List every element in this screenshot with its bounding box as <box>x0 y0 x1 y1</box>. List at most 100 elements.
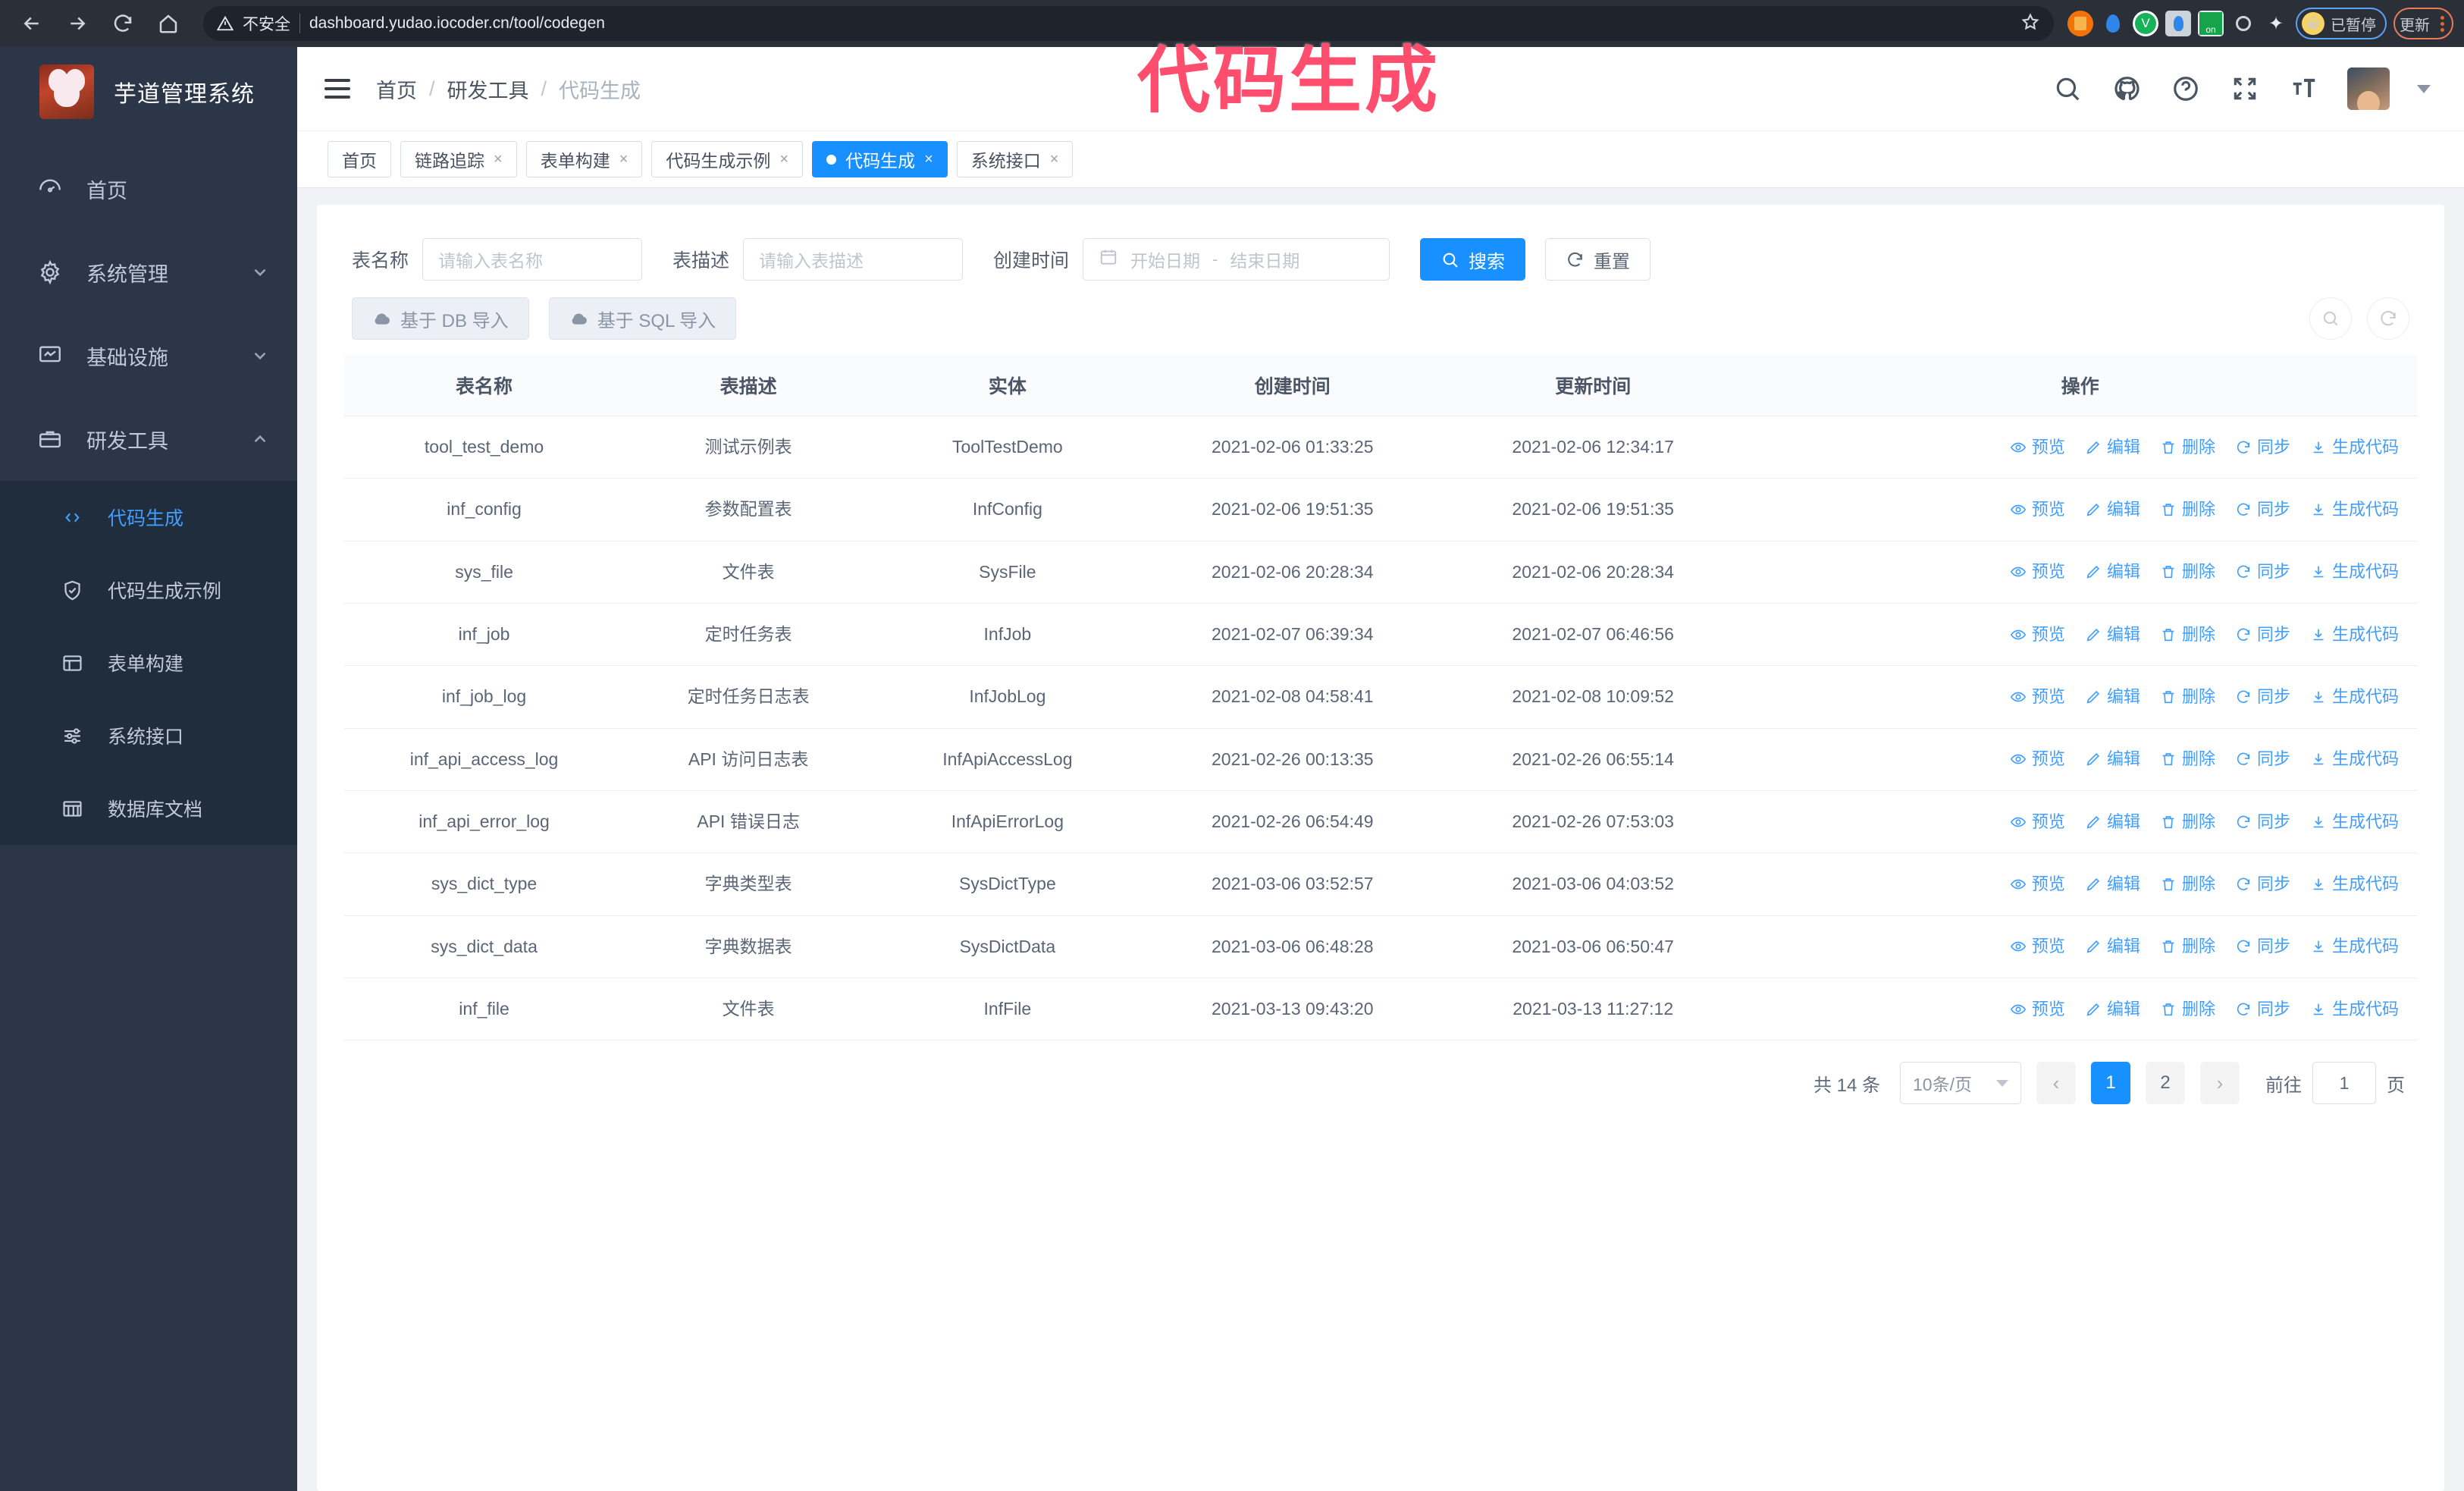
tab-form-builder[interactable]: 表单构建 × <box>525 141 643 177</box>
op-eye[interactable]: 预览 <box>2010 872 2065 896</box>
page-size-select[interactable]: 10条/页 <box>1900 1062 2021 1105</box>
font-size-icon[interactable] <box>2288 73 2320 105</box>
kebab-menu-icon[interactable] <box>2436 15 2449 32</box>
breadcrumb-item-home[interactable]: 首页 <box>376 79 417 102</box>
tab-trace[interactable]: 链路追踪 × <box>400 141 517 177</box>
page-button-1[interactable]: 1 <box>2091 1062 2130 1105</box>
paused-status-pill[interactable]: 😀 已暂停 <box>2296 8 2387 39</box>
close-icon[interactable]: × <box>1049 151 1059 168</box>
table-desc-input[interactable]: 请输入表描述 <box>743 238 964 281</box>
tab-codegen-demo[interactable]: 代码生成示例 × <box>651 141 804 177</box>
import-db-button[interactable]: 基于 DB 导入 <box>352 297 529 340</box>
op-sync[interactable]: 同步 <box>2235 872 2290 896</box>
op-pencil[interactable]: 编辑 <box>2085 560 2140 584</box>
help-circle-icon[interactable] <box>2170 73 2202 105</box>
op-sync[interactable]: 同步 <box>2235 747 2290 771</box>
hamburger-icon[interactable] <box>324 74 355 104</box>
op-download[interactable]: 生成代码 <box>2310 560 2399 584</box>
op-pencil[interactable]: 编辑 <box>2085 623 2140 647</box>
op-sync[interactable]: 同步 <box>2235 560 2290 584</box>
op-sync[interactable]: 同步 <box>2235 934 2290 959</box>
op-trash[interactable]: 删除 <box>2160 747 2215 771</box>
op-eye[interactable]: 预览 <box>2010 685 2065 709</box>
import-sql-button[interactable]: 基于 SQL 导入 <box>548 297 737 340</box>
tab-home[interactable]: 首页 <box>328 141 391 177</box>
start-date-input[interactable]: 开始日期 <box>1130 251 1201 271</box>
extension-icon-1[interactable] <box>2067 11 2093 36</box>
op-sync[interactable]: 同步 <box>2235 810 2290 834</box>
github-icon[interactable] <box>2111 73 2143 105</box>
op-download[interactable]: 生成代码 <box>2310 934 2399 959</box>
op-sync[interactable]: 同步 <box>2235 623 2290 647</box>
op-pencil[interactable]: 编辑 <box>2085 685 2140 709</box>
op-download[interactable]: 生成代码 <box>2310 810 2399 834</box>
breadcrumb-item-devtools[interactable]: 研发工具 <box>447 79 529 102</box>
op-trash[interactable]: 删除 <box>2160 997 2215 1022</box>
puzzle-extension-icon[interactable]: ✦ <box>2268 13 2284 34</box>
sidebar-item-system-api[interactable]: 系统接口 <box>0 699 297 772</box>
extension-icon-2[interactable] <box>2100 11 2126 36</box>
page-button-2[interactable]: 2 <box>2146 1062 2185 1105</box>
op-pencil[interactable]: 编辑 <box>2085 498 2140 522</box>
extension-icon-5[interactable]: on <box>2198 11 2224 36</box>
address-bar[interactable]: 不安全 dashboard.yudao.iocoder.cn/tool/code… <box>203 6 2054 41</box>
op-download[interactable]: 生成代码 <box>2310 435 2399 460</box>
op-trash[interactable]: 删除 <box>2160 810 2215 834</box>
op-trash[interactable]: 删除 <box>2160 560 2215 584</box>
sidebar-item-home[interactable]: 首页 <box>0 147 297 231</box>
op-eye[interactable]: 预览 <box>2010 747 2065 771</box>
star-icon[interactable] <box>2020 12 2040 36</box>
close-icon[interactable]: × <box>494 151 503 168</box>
prev-page-button[interactable]: ‹ <box>2036 1062 2076 1105</box>
chevron-down-icon[interactable] <box>2417 84 2431 93</box>
reload-icon[interactable] <box>102 2 144 45</box>
op-pencil[interactable]: 编辑 <box>2085 747 2140 771</box>
op-pencil[interactable]: 编辑 <box>2085 435 2140 460</box>
op-download[interactable]: 生成代码 <box>2310 498 2399 522</box>
close-icon[interactable]: × <box>619 151 629 168</box>
tab-system-api[interactable]: 系统接口 × <box>956 141 1074 177</box>
home-icon[interactable] <box>147 2 190 45</box>
op-eye[interactable]: 预览 <box>2010 435 2065 460</box>
user-avatar[interactable] <box>2347 67 2390 110</box>
op-eye[interactable]: 预览 <box>2010 810 2065 834</box>
sidebar-item-infrastructure[interactable]: 基础设施 <box>0 314 297 397</box>
table-name-input[interactable]: 请输入表名称 <box>422 238 643 281</box>
sidebar-logo[interactable]: 芋道管理系统 <box>0 47 297 137</box>
op-sync[interactable]: 同步 <box>2235 685 2290 709</box>
reset-button[interactable]: 重置 <box>1545 238 1651 281</box>
back-arrow-icon[interactable] <box>11 2 53 45</box>
op-trash[interactable]: 删除 <box>2160 685 2215 709</box>
sidebar-item-devtools[interactable]: 研发工具 <box>0 397 297 481</box>
extension-icon-4[interactable] <box>2165 11 2191 36</box>
tab-codegen[interactable]: 代码生成 × <box>812 141 948 177</box>
next-page-button[interactable]: › <box>2200 1062 2240 1105</box>
close-icon[interactable]: × <box>924 151 933 168</box>
op-pencil[interactable]: 编辑 <box>2085 997 2140 1022</box>
refresh-circle-icon[interactable] <box>2367 297 2409 340</box>
op-eye[interactable]: 预览 <box>2010 934 2065 959</box>
forward-arrow-icon[interactable] <box>56 2 99 45</box>
sidebar-item-system[interactable]: 系统管理 <box>0 231 297 314</box>
op-pencil[interactable]: 编辑 <box>2085 810 2140 834</box>
op-trash[interactable]: 删除 <box>2160 623 2215 647</box>
sidebar-item-db-doc[interactable]: 数据库文档 <box>0 772 297 845</box>
op-eye[interactable]: 预览 <box>2010 997 2065 1022</box>
jump-page-input[interactable]: 1 <box>2312 1062 2376 1105</box>
update-button[interactable]: 更新 <box>2393 8 2453 39</box>
op-download[interactable]: 生成代码 <box>2310 685 2399 709</box>
search-icon[interactable] <box>2052 73 2083 105</box>
op-trash[interactable]: 删除 <box>2160 435 2215 460</box>
op-sync[interactable]: 同步 <box>2235 997 2290 1022</box>
close-icon[interactable]: × <box>779 151 789 168</box>
fullscreen-icon[interactable] <box>2229 73 2261 105</box>
op-download[interactable]: 生成代码 <box>2310 997 2399 1022</box>
search-circle-icon[interactable] <box>2309 297 2352 340</box>
op-eye[interactable]: 预览 <box>2010 498 2065 522</box>
op-pencil[interactable]: 编辑 <box>2085 872 2140 896</box>
op-download[interactable]: 生成代码 <box>2310 623 2399 647</box>
op-sync[interactable]: 同步 <box>2235 498 2290 522</box>
sidebar-item-form-builder[interactable]: 表单构建 <box>0 626 297 699</box>
op-eye[interactable]: 预览 <box>2010 560 2065 584</box>
extension-icon-3[interactable]: V <box>2133 11 2158 36</box>
